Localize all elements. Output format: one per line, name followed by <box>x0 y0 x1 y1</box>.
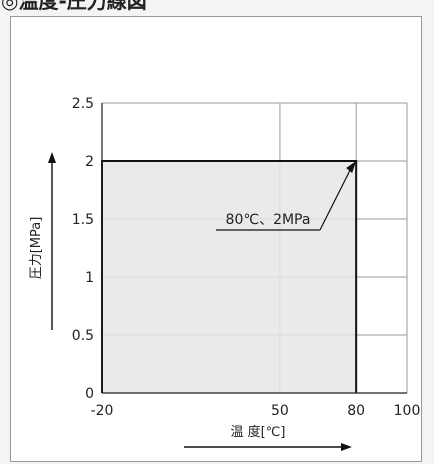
y-tick-label: 1 <box>85 270 94 286</box>
x-tick-label: 80 <box>347 403 365 419</box>
y-tick-label: 2 <box>85 154 94 170</box>
annotation-arrowhead <box>346 161 357 173</box>
y-tick-label: 1.5 <box>72 212 94 228</box>
header-bar: ◎温度-圧力線図 <box>0 0 434 14</box>
x-tick-label: -20 <box>91 403 114 419</box>
operating-area-fill <box>102 161 357 393</box>
x-axis-label: 温 度[℃] <box>231 424 286 440</box>
x-tick-label: 50 <box>271 403 289 419</box>
y-axis-label-arrowhead <box>48 152 56 163</box>
y-tick-label: 0.5 <box>72 328 94 344</box>
x-tick-label: 100 <box>394 403 421 419</box>
x-axis-label-arrowhead <box>341 443 352 451</box>
annotation-layer: 80℃、2MPa <box>216 161 357 231</box>
annotation-leader <box>319 165 353 231</box>
y-axis-label: 圧力[MPa] <box>29 217 44 280</box>
y-tick-label: 0 <box>85 386 94 402</box>
y-tick-label: 2.5 <box>72 96 94 112</box>
axis-label-layer: 圧力[MPa] 温 度[℃] <box>29 152 352 451</box>
annotation-label: 80℃、2MPa <box>226 212 311 228</box>
axis-layer <box>101 103 407 394</box>
area-layer <box>101 160 358 393</box>
tick-label-layer: 0 0.5 1 1.5 2 2.5 -20 50 80 100 <box>72 96 421 419</box>
section-title: ◎温度-圧力線図 <box>1 0 147 13</box>
